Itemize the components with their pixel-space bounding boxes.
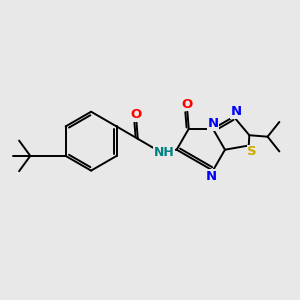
- Text: S: S: [248, 146, 257, 158]
- Text: N: N: [207, 117, 218, 130]
- Text: O: O: [182, 98, 193, 111]
- Text: N: N: [231, 105, 242, 118]
- Text: NH: NH: [154, 146, 175, 159]
- Text: O: O: [131, 108, 142, 121]
- Text: N: N: [206, 170, 217, 183]
